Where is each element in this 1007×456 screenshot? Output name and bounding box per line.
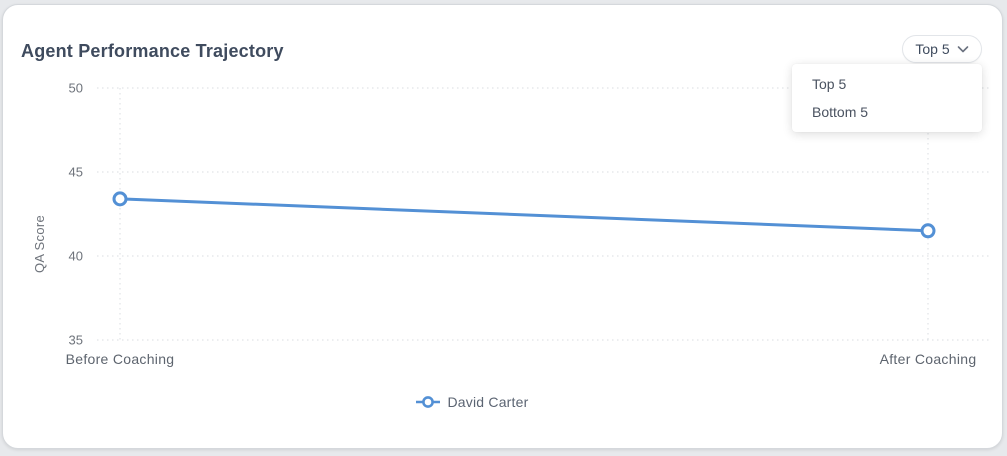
y-tick-label: 40 [69, 249, 83, 264]
range-select-menu: Top 5 Bottom 5 [792, 64, 982, 132]
series-line [118, 197, 930, 233]
menu-item-top-5[interactable]: Top 5 [812, 76, 847, 92]
y-tick-label: 35 [69, 333, 83, 348]
chevron-down-icon [957, 46, 968, 53]
range-select-value: Top 5 [915, 41, 950, 57]
y-tick-label: 50 [69, 81, 83, 96]
legend-label: David Carter [447, 394, 529, 410]
menu-item-bottom-5[interactable]: Bottom 5 [812, 104, 869, 120]
x-axis-label: After Coaching [880, 351, 977, 367]
qa-score-chart: 35 40 45 50 Before Coaching After Coaching QA … [32, 81, 991, 367]
chart-legend: David Carter [3, 394, 940, 410]
page-title: Agent Performance Trajectory [21, 41, 284, 61]
chart-card: Agent Performance Trajectory 35 40 45 50 Bef… [2, 4, 1003, 449]
x-axis-label: Before Coaching [66, 351, 175, 367]
line-marker-icon [415, 396, 440, 408]
y-tick-label: 45 [69, 165, 83, 180]
data-point-marker[interactable] [112, 191, 128, 207]
y-axis-title: QA Score [32, 215, 47, 273]
range-select-button[interactable]: Top 5 [902, 35, 982, 63]
data-point-marker[interactable] [920, 223, 936, 239]
legend-item-david-carter[interactable]: David Carter [415, 394, 529, 410]
